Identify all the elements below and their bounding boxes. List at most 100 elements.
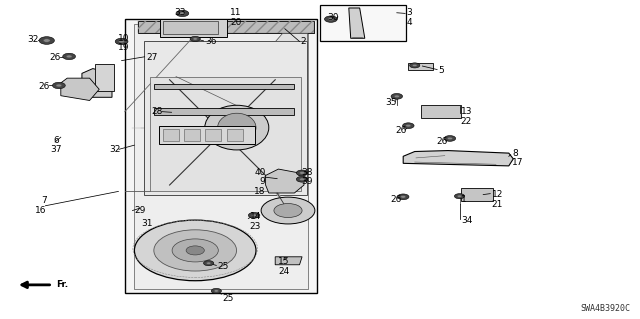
Circle shape	[296, 170, 308, 176]
Text: 11: 11	[230, 8, 242, 17]
Circle shape	[248, 212, 260, 218]
Text: 26: 26	[49, 53, 61, 62]
Circle shape	[56, 84, 61, 87]
Circle shape	[44, 39, 50, 42]
Text: 26: 26	[395, 126, 406, 135]
Circle shape	[52, 82, 65, 89]
Circle shape	[193, 38, 198, 40]
Bar	[154, 108, 294, 115]
Circle shape	[176, 10, 189, 17]
Text: 26: 26	[390, 195, 402, 204]
Polygon shape	[138, 21, 314, 33]
Circle shape	[403, 123, 414, 129]
Circle shape	[401, 196, 406, 198]
Ellipse shape	[218, 113, 256, 142]
Text: 15: 15	[278, 257, 289, 266]
Text: 14: 14	[250, 212, 261, 221]
Circle shape	[328, 18, 334, 21]
Circle shape	[447, 137, 452, 140]
Bar	[184, 129, 200, 141]
Bar	[154, 84, 294, 89]
Circle shape	[274, 204, 302, 218]
Circle shape	[172, 239, 218, 262]
Text: 29: 29	[134, 206, 146, 215]
Text: 21: 21	[492, 200, 503, 209]
Text: 20: 20	[230, 18, 242, 27]
Circle shape	[204, 261, 214, 266]
Text: 5: 5	[438, 66, 444, 75]
Polygon shape	[461, 188, 493, 201]
Circle shape	[63, 53, 76, 60]
Text: 35: 35	[385, 98, 397, 107]
Polygon shape	[421, 105, 461, 118]
Text: 13: 13	[461, 107, 472, 116]
Circle shape	[39, 37, 54, 44]
Circle shape	[296, 176, 308, 182]
Circle shape	[206, 262, 211, 264]
Circle shape	[300, 178, 305, 181]
Bar	[205, 129, 221, 141]
Polygon shape	[144, 41, 307, 195]
Text: 7: 7	[41, 197, 47, 205]
Circle shape	[454, 194, 465, 199]
Text: 24: 24	[278, 267, 289, 276]
Polygon shape	[163, 21, 218, 34]
Polygon shape	[266, 169, 304, 193]
Text: 12: 12	[492, 190, 503, 199]
Text: 28: 28	[152, 107, 163, 116]
Text: 9: 9	[260, 177, 266, 186]
Text: 10: 10	[118, 34, 130, 43]
Polygon shape	[125, 19, 317, 293]
Text: 1: 1	[461, 195, 467, 204]
Circle shape	[410, 63, 420, 68]
Bar	[320, 5, 406, 41]
Polygon shape	[275, 257, 302, 265]
Circle shape	[412, 64, 417, 67]
Polygon shape	[82, 69, 112, 97]
Polygon shape	[95, 64, 114, 91]
Circle shape	[154, 230, 237, 271]
Text: 4: 4	[406, 18, 412, 27]
Circle shape	[186, 246, 204, 255]
Circle shape	[406, 124, 411, 127]
Text: 8: 8	[512, 149, 518, 158]
Text: 34: 34	[461, 216, 472, 225]
Polygon shape	[134, 24, 308, 289]
Text: 25: 25	[223, 294, 234, 303]
Circle shape	[67, 55, 72, 58]
Circle shape	[190, 36, 200, 41]
Circle shape	[394, 95, 399, 98]
Text: Fr.: Fr.	[56, 280, 68, 289]
Text: SWA4B3920C: SWA4B3920C	[580, 304, 630, 313]
Circle shape	[261, 197, 315, 224]
Text: 23: 23	[250, 222, 261, 231]
Circle shape	[300, 172, 305, 174]
Circle shape	[444, 136, 456, 141]
Circle shape	[457, 195, 462, 197]
Text: 38: 38	[301, 168, 312, 177]
Ellipse shape	[205, 105, 269, 150]
Text: 3: 3	[406, 8, 412, 17]
Circle shape	[214, 290, 219, 292]
Polygon shape	[61, 78, 99, 100]
Circle shape	[252, 214, 257, 217]
Circle shape	[397, 194, 409, 200]
Text: 26: 26	[38, 82, 50, 91]
Circle shape	[324, 16, 337, 22]
Circle shape	[179, 12, 186, 15]
Circle shape	[391, 93, 403, 99]
Bar	[408, 63, 433, 70]
Text: 19: 19	[118, 43, 130, 52]
Bar	[159, 126, 255, 144]
Bar	[163, 129, 179, 141]
Text: 26: 26	[436, 137, 448, 146]
Text: 36: 36	[205, 37, 216, 46]
Text: 32: 32	[27, 35, 38, 44]
Text: 30: 30	[328, 13, 339, 22]
Polygon shape	[150, 77, 301, 191]
Text: 37: 37	[51, 145, 62, 154]
Text: 25: 25	[218, 262, 229, 271]
Polygon shape	[349, 8, 365, 38]
Circle shape	[134, 220, 256, 281]
Text: 6: 6	[54, 136, 59, 145]
